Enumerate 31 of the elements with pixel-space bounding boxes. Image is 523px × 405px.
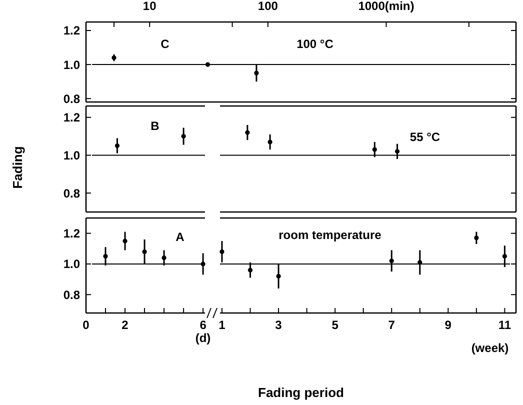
x-tick-label: 9 [444,318,452,332]
y-tick-label: 0.8 [63,288,80,302]
x-tick-label: 10 [142,0,157,13]
x-tick-label: 3 [275,318,282,332]
x-tick-label: 6 [200,318,207,332]
y-tick-label: 0.8 [63,92,80,106]
text: (week) [471,341,509,355]
x-tick-label: 5 [332,318,339,332]
x-tick-label: 0 [82,318,90,332]
x-axis-title: Fading period [258,385,344,400]
annotation: room temperature [278,228,382,242]
annotation: A [176,230,185,244]
text: (d) [195,331,211,345]
annotation: C [160,37,170,51]
y-tick-label: 0.8 [63,186,80,200]
x-tick-label: 1 [218,318,226,332]
annotation: 100 °C [296,37,334,51]
annotation: 55 °C [410,130,440,144]
x-tick-label: 11 [498,318,512,332]
annotation: B [150,119,160,133]
x-tick-label: 2 [122,318,129,332]
y-tick-label: 1.2 [63,110,80,125]
x-tick-label: 7 [388,318,396,332]
y-tick-label: 1.0 [63,58,80,72]
x-tick-label: 1000(min) [358,0,414,13]
y-tick-label: 1.2 [63,226,80,241]
y-axis-title: Fading [10,146,25,189]
y-tick-label: 1.0 [63,257,80,272]
y-tick-label: 1.2 [63,24,80,38]
x-tick-label: 100 [258,0,278,13]
y-tick-label: 1.0 [63,148,80,162]
